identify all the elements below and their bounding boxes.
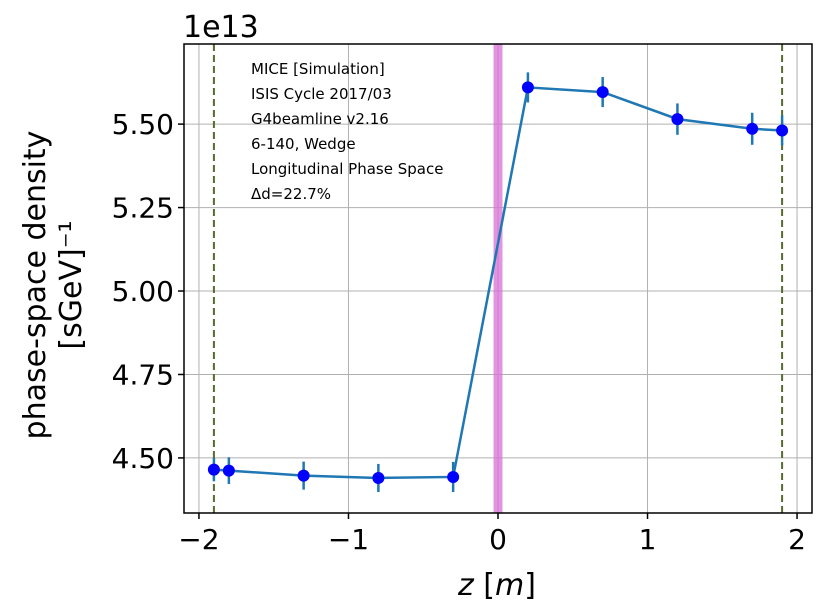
x-axis-label: z [m]: [457, 568, 536, 603]
annotation-line: Longitudinal Phase Space: [251, 160, 443, 178]
data-points: [207, 81, 789, 484]
x-tick-label: −2: [178, 523, 219, 556]
x-tick-label: −1: [328, 523, 369, 556]
x-tick-label: 0: [489, 523, 507, 556]
data-point: [297, 469, 310, 482]
data-point: [447, 470, 460, 483]
data-point: [671, 113, 684, 126]
y-offset-text: 1e13: [183, 10, 259, 45]
y-axis-label-line2: [sGeV]⁻¹: [54, 220, 89, 349]
y-tick-label: 4.75: [112, 358, 174, 391]
y-tick-label: 5.25: [112, 192, 174, 225]
x-tick-label: 1: [639, 523, 657, 556]
data-point: [372, 471, 385, 484]
x-tick-label: 2: [788, 523, 806, 556]
data-point: [521, 81, 534, 94]
annotation-line: MICE [Simulation]: [251, 60, 385, 78]
data-point: [596, 86, 609, 99]
x-axis-ticks: −2 −1 0 1 2: [178, 513, 806, 556]
series-line: [213, 86, 783, 480]
y-tick-label: 5.50: [112, 108, 174, 141]
annotation-line: ISIS Cycle 2017/03: [251, 85, 392, 103]
y-tick-label: 4.50: [112, 442, 174, 475]
data-point: [776, 124, 789, 137]
annotation-line: Δd=22.7%: [251, 185, 331, 203]
annotation-line: G4beamline v2.16: [251, 110, 389, 128]
annotation-line: 6-140, Wedge: [251, 135, 356, 153]
highlight-band: [493, 44, 503, 513]
data-point: [222, 464, 235, 477]
y-axis-ticks: 4.50 4.75 5.00 5.25 5.50: [112, 108, 184, 475]
y-axis-label-line1: phase-space density: [18, 131, 53, 440]
y-tick-label: 5.00: [112, 275, 174, 308]
data-point: [207, 463, 220, 476]
y-axis-label: phase-space density [sGeV]⁻¹: [18, 131, 89, 440]
data-point: [746, 122, 759, 135]
annotation-block: MICE [Simulation] ISIS Cycle 2017/03 G4bea…: [251, 60, 443, 203]
